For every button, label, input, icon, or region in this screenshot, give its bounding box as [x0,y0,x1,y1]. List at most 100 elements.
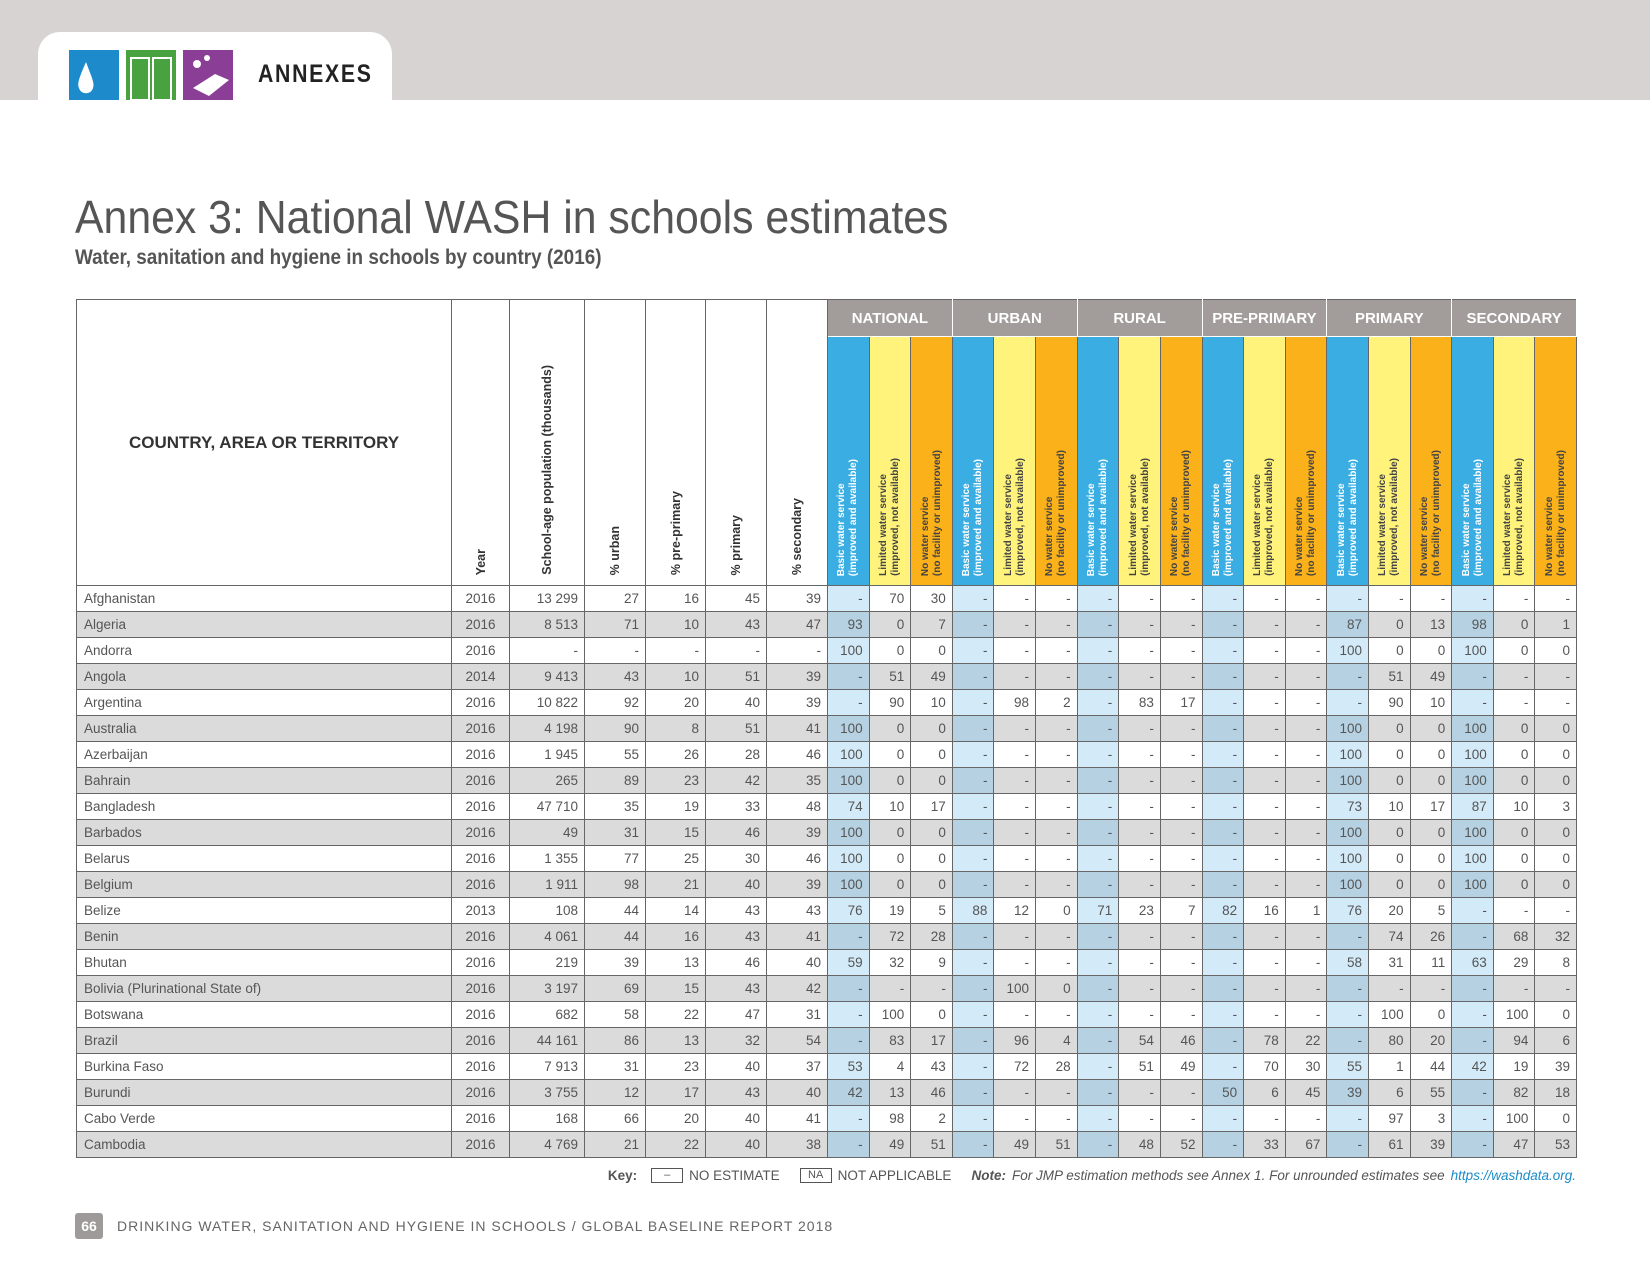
data-cell: 39 [766,871,828,898]
data-cell: 0 [1367,741,1411,768]
data-cell: 54 [766,1027,828,1054]
data-cell: - [1284,689,1328,716]
data-cell: 0 [1367,611,1411,638]
sub-header-line: No water service [919,496,931,577]
data-cell: - [993,949,1037,976]
footer: 66 DRINKING WATER, SANITATION AND HYGIEN… [75,1213,833,1239]
data-cell: - [1409,585,1453,612]
data-cell: 40 [766,949,828,976]
sub-header-text: Limited water service (improved, not avai… [1377,458,1401,576]
data-cell: - [1035,767,1078,794]
data-cell: 2016 [451,611,510,638]
data-cell: 49 [910,663,953,690]
data-cell: - [827,1001,870,1028]
country-cell: Burkina Faso [76,1053,452,1080]
data-cell: 100 [1451,819,1494,846]
data-cell: 0 [1409,715,1453,742]
data-cell: - [1451,923,1494,950]
data-cell: - [1243,845,1286,872]
data-cell: - [1492,689,1536,716]
data-cell: 48 [1118,1131,1161,1158]
data-cell: - [827,1131,870,1158]
hand [193,74,229,96]
sub-header-line: Basic water service [1210,483,1222,576]
data-cell: 16 [1243,897,1286,924]
data-cell: - [1492,663,1536,690]
data-cell: 39 [584,949,646,976]
data-cell: - [1076,1105,1120,1132]
data-cell: - [1076,819,1120,846]
data-cell: 10 [1409,689,1453,716]
data-cell: - [951,1131,995,1158]
data-cell: - [1035,585,1078,612]
group-header: SECONDARY [1451,299,1578,337]
data-cell: - [1451,1131,1494,1158]
data-cell: - [1118,741,1161,768]
data-cell: - [1035,949,1078,976]
data-cell: - [1118,767,1161,794]
data-cell: - [1076,1079,1120,1106]
data-cell: 100 [868,1001,912,1028]
table-row: Barbados 2016 49 31 15 46 39 100 0 0- - - - - - - - -100 0… [76,819,1578,846]
data-cell: - [1243,715,1286,742]
data-cell: - [1159,637,1203,664]
sub-header-line: (no facility or unimproved) [1555,449,1567,576]
sub-header-line: (improved, not available) [1389,458,1401,576]
data-cell: 100 [1326,845,1369,872]
sub-header-text: Basic water service (improved and availab… [1211,459,1235,576]
data-cell: - [1534,975,1578,1002]
data-cell: 26 [1409,923,1453,950]
note: For JMP estimation methods see Annex 1. … [1011,1168,1445,1183]
data-cell: - [1076,1131,1120,1158]
data-cell: 53 [1534,1131,1578,1158]
data-cell: - [1284,767,1328,794]
sub-header-text: Basic water service (improved and availab… [1336,459,1360,576]
data-cell: 0 [1367,767,1411,794]
data-cell: - [1159,845,1203,872]
data-cell: 42 [705,767,767,794]
sub-header-text: Limited water service (improved, not avai… [1502,458,1526,576]
data-cell: 78 [1243,1027,1286,1054]
data-cell: - [1076,793,1120,820]
data-cell: 682 [509,1001,585,1028]
data-cell: - [1118,819,1161,846]
table-row: Afghanistan 2016 13 299 27 16 45 39-70 30- - - - - -… [76,585,1578,612]
data-cell: - [951,1053,995,1080]
sub-header-line: Basic water service [961,483,973,576]
data-cell: - [1534,585,1578,612]
sub-header-text: Limited water service (improved, not avai… [1128,458,1152,576]
data-cell: 9 [910,949,953,976]
data-cell: 2016 [451,819,510,846]
group-header: URBAN [951,299,1078,337]
sub-header: Limited water service (improved, not avai… [1367,336,1411,586]
country-cell: Bhutan [76,949,452,976]
table-row: Benin 2016 4 061 44 16 43 41-72 28- - - - - - - - - -74 2… [76,923,1578,950]
data-cell: - [951,949,995,976]
table-row: Azerbaijan 2016 1 945 55 26 28 46 100 0 0- - - - - - - -… [76,741,1578,768]
data-cell: 100 [1326,871,1369,898]
data-cell: 0 [1409,845,1453,872]
link[interactable]: https://washdata.org. [1450,1168,1576,1183]
data-cell: 2016 [451,949,510,976]
data-cell: - [1076,1001,1120,1028]
data-cell: 39 [1534,1053,1578,1080]
data-cell: - [1076,975,1120,1002]
data-cell: 53 [827,1053,870,1080]
data-cell: - [1284,637,1328,664]
data-cell: 30 [705,845,767,872]
data-cell: - [1243,689,1286,716]
data-cell: 29 [1492,949,1536,976]
data-cell: 90 [584,715,646,742]
data-cell: - [1118,1079,1161,1106]
data-cell: - [1159,611,1203,638]
data-cell: 68 [1492,923,1536,950]
data-cell: - [951,637,995,664]
sub-header-line: No water service [1169,496,1181,577]
country-cell: Bahrain [76,767,452,794]
data-cell: - [1035,845,1078,872]
data-cell: 4 769 [509,1131,585,1158]
data-cell: 0 [910,819,953,846]
data-cell: 2016 [451,793,510,820]
data-cell: - [1534,663,1578,690]
door [152,57,172,100]
